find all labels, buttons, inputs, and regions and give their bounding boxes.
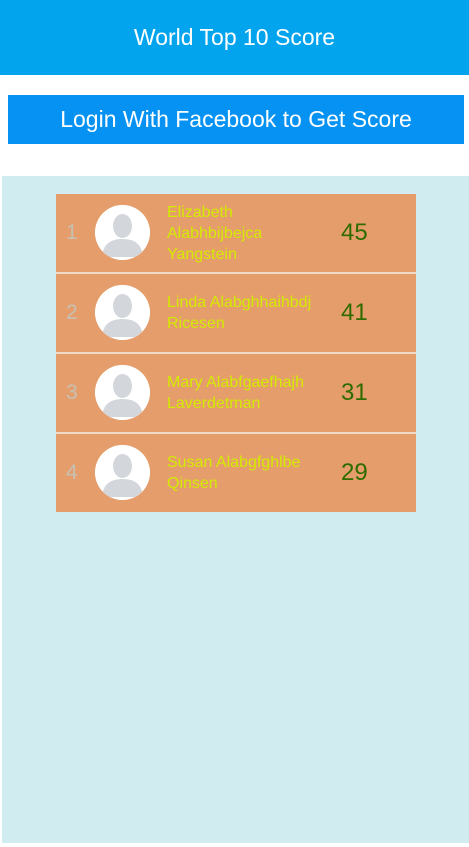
facebook-login-button[interactable]: Login With Facebook to Get Score — [8, 95, 464, 144]
player-name: Linda Alabghhaihbdj Ricesen — [167, 294, 312, 332]
rank-number: 2 — [66, 301, 78, 324]
rank-number: 3 — [66, 381, 78, 404]
leaderboard-row: 4 Susan Alabgfghlbe Qinsen 29 — [56, 434, 416, 512]
page-title: World Top 10 Score — [133, 24, 336, 50]
player-score: 41 — [341, 299, 368, 326]
player-score: 45 — [341, 219, 368, 246]
leaderboard-row: 1 Elizabeth Alabhbijbejca Yangstein 45 — [56, 194, 416, 274]
player-score: 29 — [341, 459, 368, 486]
leaderboard-panel: 1 Elizabeth Alabhbijbejca Yangstein 45 2 — [2, 176, 469, 843]
rank-number: 4 — [66, 461, 78, 484]
leaderboard-row: 2 Linda Alabghhaihbdj Ricesen 41 — [56, 274, 416, 354]
player-name: Mary Alabfgaefhajh Laverdetman — [167, 374, 304, 412]
page-header: World Top 10 Score — [0, 0, 469, 75]
rank-number: 1 — [66, 221, 78, 244]
player-name: Elizabeth Alabhbijbejca Yangstein — [167, 203, 263, 263]
default-user-avatar-icon — [95, 285, 150, 340]
leaderboard-row: 3 Mary Alabfgaefhajh Laverdetman 31 — [56, 354, 416, 434]
default-user-avatar-icon — [95, 205, 150, 260]
player-score: 31 — [341, 379, 368, 406]
leaderboard-list: 1 Elizabeth Alabhbijbejca Yangstein 45 2 — [56, 194, 416, 512]
default-user-avatar-icon — [95, 365, 150, 420]
facebook-login-label: Login With Facebook to Get Score — [60, 106, 412, 132]
player-name: Susan Alabgfghlbe Qinsen — [167, 454, 301, 492]
default-user-avatar-icon — [95, 445, 150, 500]
